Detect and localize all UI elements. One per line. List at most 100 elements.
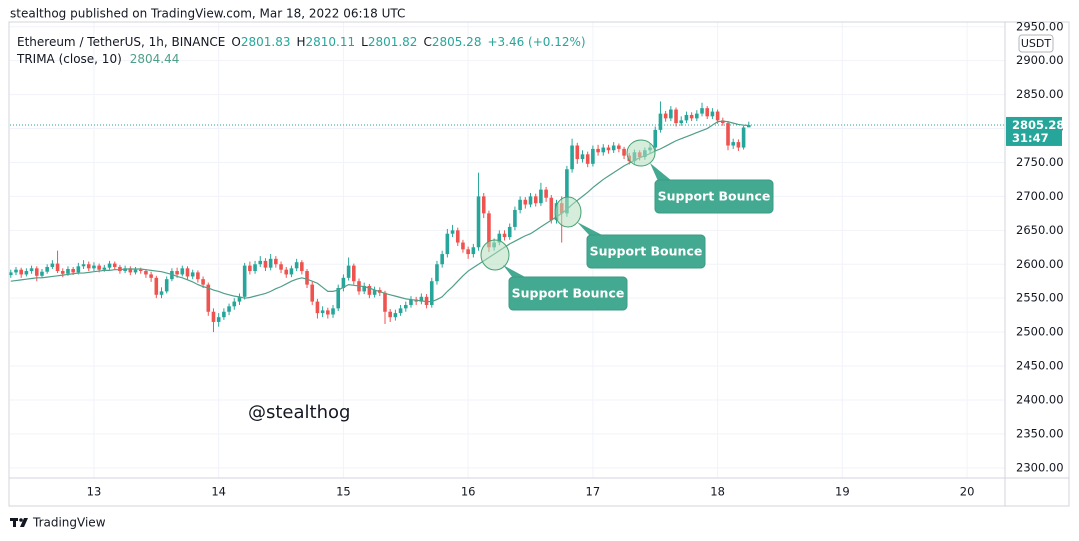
candle-body — [222, 311, 226, 318]
candle-body — [476, 196, 481, 248]
candle-body — [409, 299, 413, 305]
indicator-legend: TRIMA (close, 10) 2804.44 — [16, 52, 179, 66]
candle-body — [481, 196, 486, 214]
x-tick-label: 17 — [586, 485, 601, 499]
candle-body — [726, 123, 730, 146]
x-tick-label: 16 — [461, 485, 476, 499]
candle-body — [746, 124, 751, 128]
currency-box[interactable] — [1018, 34, 1054, 53]
candle-body — [705, 108, 710, 117]
plot — [8, 101, 751, 333]
candle-body — [596, 148, 600, 153]
candle-body — [71, 269, 75, 273]
candle-body — [201, 279, 205, 285]
callout-pointer — [650, 163, 672, 181]
y-tick-label: 2500.00 — [1016, 325, 1064, 339]
candle-body — [700, 108, 704, 114]
highlight-ellipse — [480, 239, 510, 271]
candle-body — [710, 111, 715, 117]
axes: 2300.00 2350.00 2400.00 2450.00 2500.00 2550.… — [87, 19, 1065, 498]
logo-part — [20, 518, 28, 527]
candle-body — [419, 296, 424, 302]
candle-body — [715, 111, 720, 121]
currency-label[interactable]: USDT — [1021, 37, 1052, 50]
change-label: +3.46 (+0.12%) — [487, 35, 585, 49]
candle-body — [533, 196, 538, 204]
candle-body — [133, 269, 138, 273]
candle-body — [294, 262, 299, 269]
candle-body — [565, 169, 569, 214]
candle-body — [601, 147, 606, 153]
candle-body — [424, 296, 429, 305]
candle-body — [305, 271, 309, 285]
candle-body — [679, 120, 684, 124]
y-tick-label: 2450.00 — [1016, 359, 1064, 373]
candle-body — [170, 271, 174, 280]
candle-body — [237, 296, 242, 302]
callout-text: Support Bounce — [512, 286, 625, 301]
candle-body — [118, 266, 122, 272]
candle-body — [544, 189, 548, 198]
brand: TradingView — [32, 516, 106, 530]
candle-body — [398, 308, 403, 314]
y-tick-label: 2700.00 — [1016, 189, 1064, 203]
candle-body — [367, 285, 372, 295]
candle-body — [580, 154, 585, 160]
y-tick-label: 2650.00 — [1016, 223, 1064, 237]
ohlc-key: O — [231, 35, 240, 49]
brand-logo — [10, 518, 28, 527]
candle-body — [253, 264, 257, 272]
highlight-ellipse — [554, 196, 582, 228]
candle-body — [279, 264, 283, 270]
candle-body — [86, 264, 91, 269]
candle-body — [487, 213, 491, 248]
candle-body — [34, 268, 39, 276]
overlay: Support Bounce Support Bounce Support Boun… — [10, 124, 1005, 311]
candle-body — [591, 148, 595, 164]
candle-body — [76, 266, 81, 273]
candle-body — [450, 230, 455, 234]
candle-body — [159, 291, 164, 295]
ohlc-key: H — [296, 35, 305, 49]
candle-body — [461, 242, 465, 250]
last-price-tag — [1006, 116, 1062, 146]
candle-body — [669, 109, 673, 119]
y-tick-label: 2850.00 — [1016, 87, 1064, 101]
published-note: stealthog published on TradingView.com, … — [10, 7, 405, 21]
candle-body — [310, 284, 315, 302]
last-price-label: 2805.28 — [1012, 118, 1064, 132]
candle-body — [674, 109, 678, 124]
candle-body — [393, 313, 398, 318]
indicator-value: 2804.44 — [130, 52, 180, 66]
x-tick-label: 20 — [960, 485, 975, 499]
candle-body — [445, 233, 450, 255]
candle-body — [331, 308, 335, 315]
candle-body — [570, 145, 574, 170]
callout-text: Support Bounce — [590, 244, 703, 259]
candle-body — [684, 114, 689, 121]
candle-body — [107, 263, 112, 268]
candle-body — [663, 113, 668, 119]
candle-body — [55, 263, 60, 272]
candle-body — [248, 265, 252, 272]
x-tick-label: 19 — [835, 485, 850, 499]
candle-body — [617, 145, 621, 149]
candle-body — [97, 265, 101, 270]
callout-text: Support Bounce — [658, 189, 771, 204]
candle-body — [372, 290, 377, 295]
y-tick-label: 2900.00 — [1016, 53, 1064, 67]
candle-body — [346, 265, 351, 278]
candle-body — [507, 226, 512, 238]
candle-body — [497, 233, 502, 243]
candle-body — [66, 269, 70, 274]
candle-body — [123, 268, 127, 272]
ohlc-value: 2805.28 — [432, 35, 482, 49]
candle-body — [289, 268, 294, 275]
candle-body — [149, 274, 153, 278]
x-tick-label: 15 — [336, 485, 351, 499]
candle-body — [227, 306, 231, 312]
candle-body — [336, 288, 341, 309]
candle-body — [263, 260, 268, 268]
